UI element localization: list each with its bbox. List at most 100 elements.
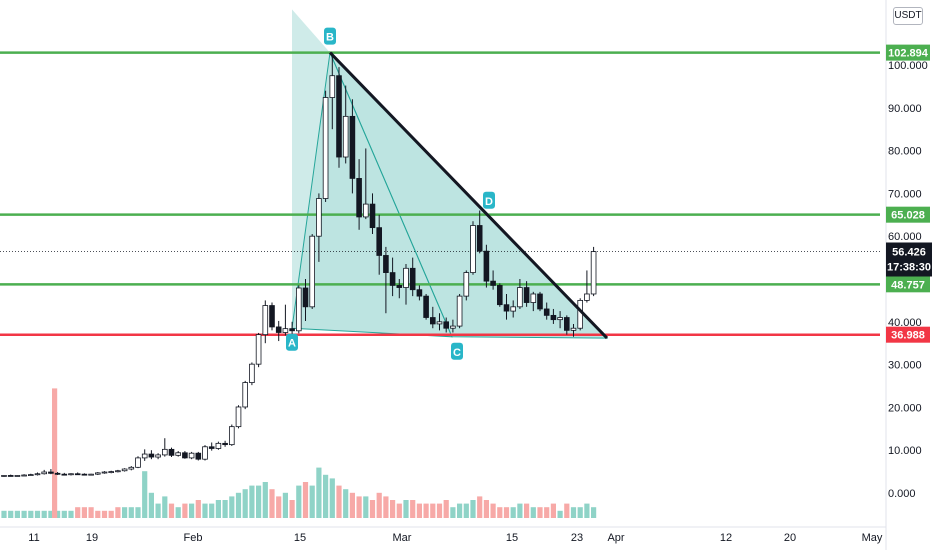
volume-bar bbox=[14, 510, 20, 518]
time-tick-label: Apr bbox=[607, 532, 624, 544]
time-tick-label: 15 bbox=[294, 532, 306, 544]
volume-bar bbox=[8, 510, 14, 518]
price-tick-label: 0.000 bbox=[888, 488, 916, 500]
candle bbox=[356, 178, 362, 218]
candle bbox=[228, 426, 235, 446]
candle bbox=[289, 328, 295, 332]
pattern-label-d bbox=[483, 191, 495, 209]
candle bbox=[135, 457, 141, 468]
volume-bar bbox=[289, 500, 295, 518]
candle bbox=[436, 321, 443, 325]
volume-bar bbox=[296, 485, 302, 518]
candle bbox=[188, 452, 195, 459]
volume-bar bbox=[564, 503, 570, 518]
candle bbox=[496, 285, 503, 306]
volume-bar bbox=[436, 503, 443, 518]
volume-bar bbox=[222, 500, 228, 518]
volume-bar bbox=[349, 492, 355, 518]
currency-badge[interactable]: USDT bbox=[893, 7, 923, 25]
candle bbox=[202, 446, 208, 460]
candle bbox=[376, 227, 382, 256]
candle bbox=[423, 295, 429, 318]
candle bbox=[450, 325, 456, 329]
pattern-letter: A bbox=[288, 338, 296, 350]
volume-bar bbox=[195, 500, 201, 518]
candle bbox=[584, 293, 590, 301]
candle bbox=[295, 287, 302, 332]
volume-bar bbox=[256, 485, 262, 518]
candle bbox=[429, 317, 436, 325]
volume-bar bbox=[530, 507, 536, 518]
volume-bar bbox=[510, 507, 516, 518]
candle bbox=[383, 255, 389, 273]
volume-bar bbox=[524, 503, 530, 518]
volume-bar bbox=[249, 485, 255, 518]
current-price-label: 56.426 bbox=[892, 246, 926, 258]
candle bbox=[530, 293, 537, 303]
candle bbox=[443, 321, 449, 329]
volume-bar bbox=[142, 471, 148, 518]
volume-bar bbox=[182, 503, 188, 518]
candle bbox=[195, 452, 202, 460]
candle bbox=[537, 293, 543, 310]
volume-bar bbox=[390, 500, 396, 518]
time-tick-label: 15 bbox=[506, 532, 518, 544]
candle bbox=[74, 473, 81, 476]
volume-bar bbox=[122, 507, 128, 518]
volume-bar bbox=[336, 485, 342, 518]
candle bbox=[316, 198, 322, 237]
candle bbox=[255, 334, 262, 365]
level-price-tag[interactable] bbox=[886, 326, 930, 343]
candle bbox=[101, 471, 108, 474]
candle bbox=[27, 474, 34, 476]
candle bbox=[456, 295, 463, 327]
candle bbox=[262, 305, 269, 336]
candle bbox=[510, 306, 516, 312]
candle bbox=[81, 473, 88, 476]
trend-line[interactable] bbox=[328, 51, 609, 340]
volume-bar bbox=[262, 482, 268, 518]
time-tick-label: Feb bbox=[184, 532, 203, 544]
volume-bar bbox=[229, 496, 235, 518]
volume-bar bbox=[282, 492, 288, 518]
candle bbox=[463, 272, 470, 297]
pattern-label-b bbox=[324, 27, 336, 45]
candle bbox=[302, 287, 309, 308]
volume-bar bbox=[497, 507, 503, 518]
volume-bar bbox=[577, 507, 583, 518]
time-tick-label: 20 bbox=[784, 532, 796, 544]
candle bbox=[550, 314, 557, 321]
volume-bar bbox=[189, 503, 195, 518]
candle bbox=[322, 97, 329, 199]
candle bbox=[54, 472, 61, 475]
candle bbox=[121, 468, 128, 472]
candle bbox=[409, 267, 416, 291]
volume-bar bbox=[343, 489, 349, 518]
time-tick-label: 23 bbox=[571, 532, 583, 544]
level-price-tag[interactable] bbox=[886, 276, 930, 293]
candle bbox=[349, 115, 356, 179]
volume-bar bbox=[61, 510, 67, 518]
volume-bar bbox=[490, 503, 496, 518]
candle bbox=[242, 382, 249, 408]
volume-bar bbox=[128, 507, 134, 518]
level-price-tag[interactable] bbox=[886, 44, 930, 61]
level-price-label: 102.894 bbox=[888, 48, 929, 60]
volume-bar bbox=[269, 489, 275, 518]
volume-bar bbox=[168, 503, 175, 518]
time-tick-label: 12 bbox=[720, 532, 732, 544]
candle bbox=[161, 448, 168, 456]
candle bbox=[249, 363, 255, 383]
volume-bar bbox=[55, 510, 61, 518]
candle bbox=[61, 473, 68, 476]
volume-bar bbox=[450, 507, 456, 518]
current-price-tag[interactable] bbox=[886, 242, 932, 277]
candle bbox=[115, 470, 121, 473]
level-price-label: 48.757 bbox=[891, 279, 925, 291]
volume-bar bbox=[329, 478, 335, 518]
price-tick-label: 60.000 bbox=[888, 231, 922, 243]
level-price-tag[interactable] bbox=[886, 206, 930, 223]
level-price-label: 65.028 bbox=[891, 210, 925, 222]
